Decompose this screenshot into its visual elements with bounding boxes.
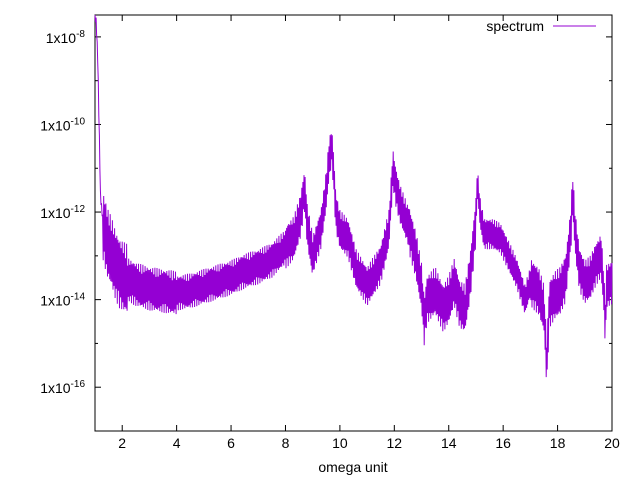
spectrum-series-line <box>94 14 613 378</box>
legend: spectrum <box>486 18 596 34</box>
x-tick-label: 12 <box>387 435 403 451</box>
x-tick-label: 14 <box>441 435 457 451</box>
x-axis-ticks: 2 4 6 8 10 12 14 16 18 20 <box>118 15 620 451</box>
y-tick-label: 1x10-8 <box>46 29 86 46</box>
x-tick-label: 18 <box>550 435 566 451</box>
y-tick-label: 1x10-14 <box>40 292 85 309</box>
x-axis-label: omega unit <box>318 459 387 475</box>
x-tick-label: 10 <box>332 435 348 451</box>
y-tick-label: 1x10-12 <box>40 204 85 221</box>
x-tick-label: 16 <box>495 435 511 451</box>
y-tick-label: 1x10-16 <box>40 379 85 396</box>
plot-frame <box>94 14 613 432</box>
x-tick-label: 2 <box>118 435 126 451</box>
x-tick-label: 4 <box>173 435 181 451</box>
x-tick-label: 8 <box>282 435 290 451</box>
x-tick-label: 6 <box>227 435 235 451</box>
y-tick-label: 1x10-10 <box>40 116 85 133</box>
legend-entry-spectrum: spectrum <box>486 18 544 34</box>
y-axis-ticks: 1x10-8 1x10-10 1x10-12 1x10-14 1x10-16 <box>40 29 612 432</box>
x-tick-label: 20 <box>604 435 620 451</box>
